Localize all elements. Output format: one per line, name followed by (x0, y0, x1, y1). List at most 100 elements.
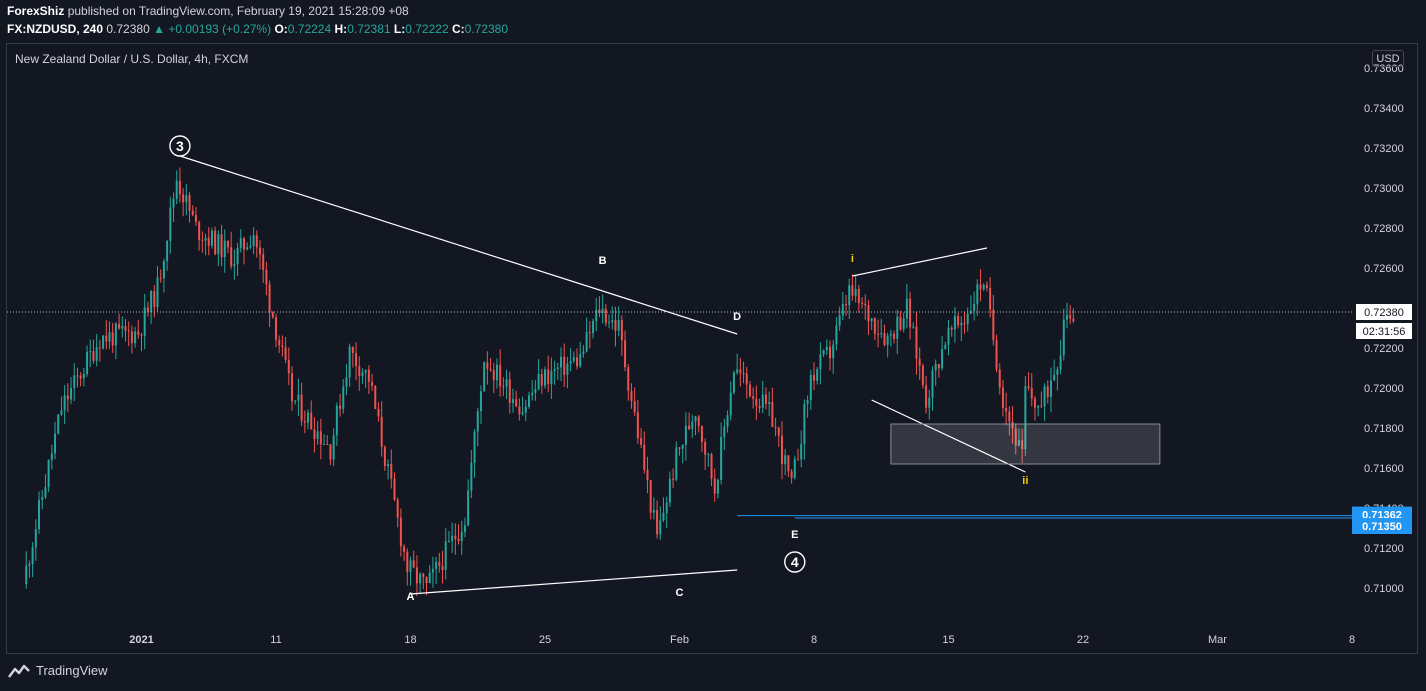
wave-label-circle (169, 135, 191, 157)
candle-body (492, 370, 495, 381)
candle-body (255, 235, 258, 248)
candle-body (998, 369, 1001, 388)
y-tick-label: 0.72600 (1364, 263, 1404, 275)
candle-body (816, 369, 819, 381)
wave-label: A (407, 591, 415, 603)
candle-body (982, 284, 985, 290)
candle-body (829, 346, 832, 359)
candle-body (409, 560, 412, 572)
candle-body (98, 347, 101, 349)
candle-body (560, 356, 563, 368)
candle-body (825, 346, 828, 351)
candle-body (463, 525, 466, 532)
author-name[interactable]: ForexShiz (7, 4, 65, 18)
candle-body (652, 510, 655, 513)
candle-body (941, 349, 944, 369)
candle-body (870, 318, 873, 322)
candle-body (710, 454, 713, 479)
candle-body (124, 326, 127, 331)
candle-body (387, 463, 390, 467)
symbol-label[interactable]: FX:NZDUSD, 240 (7, 22, 104, 36)
support-zone-box (890, 423, 1161, 465)
candle-body (726, 415, 729, 427)
candle-body (495, 364, 498, 381)
candle-body (957, 316, 960, 326)
candle-body (335, 405, 338, 436)
y-tick-label: 0.73000 (1364, 183, 1404, 195)
x-tick-label: 8 (811, 634, 817, 646)
candle-body (467, 490, 470, 526)
candle-body (688, 425, 691, 430)
candle-body (249, 245, 252, 248)
candle-body (438, 561, 441, 566)
candle-body (406, 551, 409, 572)
currency-button[interactable]: USD (1372, 50, 1404, 67)
candle-body (646, 469, 649, 480)
candle-body (899, 316, 902, 330)
candle-body (973, 304, 976, 311)
candle-body (435, 561, 438, 569)
candle-body (540, 374, 543, 386)
candle-body (893, 333, 896, 339)
candle-body (643, 444, 646, 470)
candle-body (185, 195, 188, 203)
candle-body (310, 412, 313, 430)
last-price-label: 0.72380 (1364, 307, 1404, 319)
candle-body (902, 318, 905, 330)
candle-body (1005, 408, 1008, 412)
x-tick-label: 15 (942, 634, 954, 646)
y-tick-label: 0.72200 (1364, 343, 1404, 355)
wave-label: i (851, 253, 854, 265)
candle-body (656, 510, 659, 535)
candle-body (768, 402, 771, 404)
candle-body (752, 396, 755, 399)
candle-body (127, 330, 130, 332)
candle-body (508, 379, 511, 403)
candle-body (665, 502, 668, 514)
high-label: H: (334, 22, 348, 36)
candle-body (841, 303, 844, 316)
close-label: C: (451, 22, 465, 36)
candle-body (393, 478, 396, 500)
candle-body (883, 333, 886, 345)
tradingview-brand[interactable]: TradingView (36, 663, 108, 678)
candle-body (793, 459, 796, 478)
candle-body (86, 352, 89, 374)
candle-body (169, 207, 172, 242)
candle-body (649, 479, 652, 513)
price-level-label: 0.71350 (1362, 521, 1402, 533)
candle-body (1017, 440, 1020, 446)
price-change: +0.00193 (+0.27%) (168, 22, 272, 36)
candle-body (598, 309, 601, 313)
candle-body (1001, 387, 1004, 409)
candle-body (339, 405, 342, 409)
candle-body (947, 327, 950, 345)
candle-body (166, 241, 169, 262)
candle-body (41, 497, 44, 500)
candle-body (76, 375, 79, 377)
candle-body (140, 334, 143, 336)
pane-title: New Zealand Dollar / U.S. Dollar, 4h, FX… (15, 52, 249, 66)
candle-body (92, 351, 95, 361)
candle-body (268, 284, 271, 312)
candle-body (796, 459, 799, 461)
symbol-info: FX:NZDUSD, 240 0.72380 ▲ +0.00193 (+0.27… (7, 22, 508, 36)
candle-body (358, 366, 361, 376)
candle-body (720, 437, 723, 480)
candle-body (383, 446, 386, 467)
candle-body (278, 339, 281, 346)
candle-body (223, 240, 226, 258)
candle-body (537, 374, 540, 390)
candle-body (297, 394, 300, 401)
candle-body (905, 298, 908, 319)
candle-body (921, 365, 924, 386)
candle-body (143, 307, 146, 336)
x-tick-label: 25 (539, 634, 551, 646)
candle-body (137, 331, 140, 335)
high-value: 0.72381 (347, 22, 391, 36)
candle-body (489, 368, 492, 371)
up-arrow-icon: ▲ (153, 22, 165, 36)
candle-body (252, 235, 255, 246)
candle-body (678, 447, 681, 449)
